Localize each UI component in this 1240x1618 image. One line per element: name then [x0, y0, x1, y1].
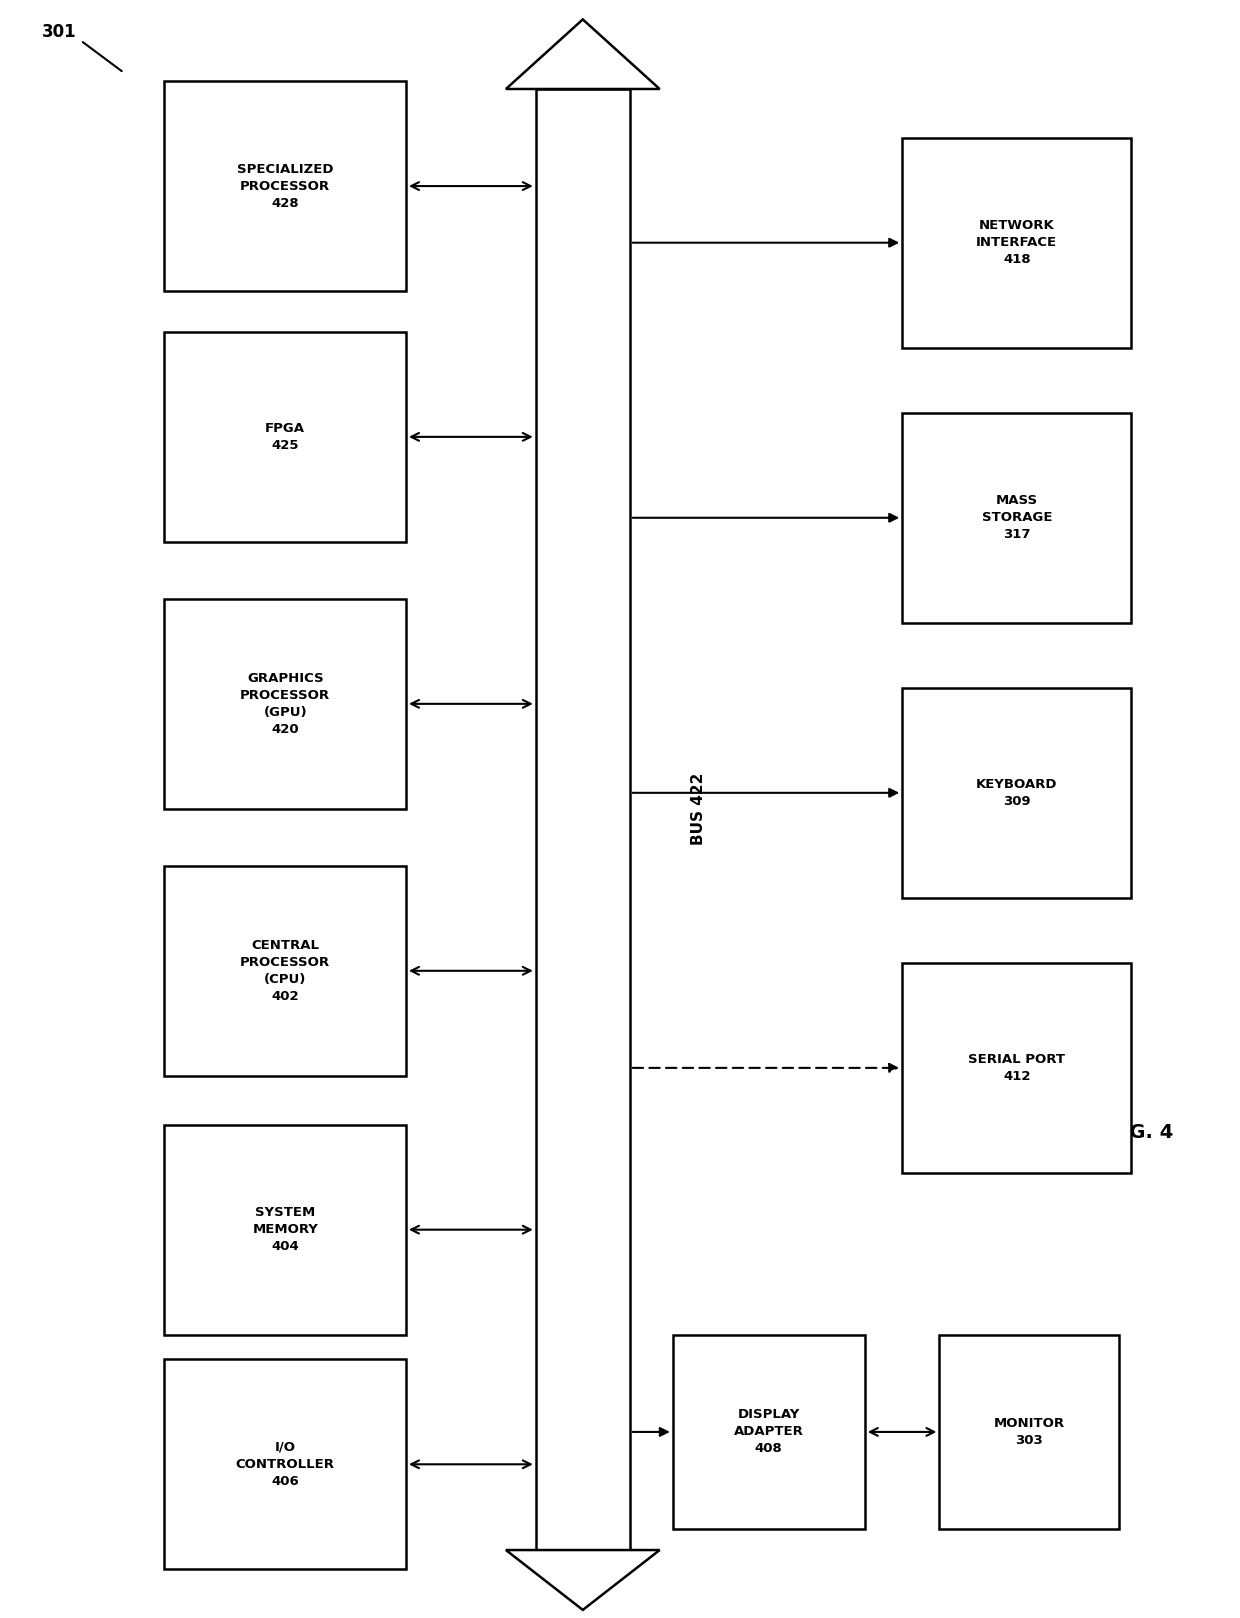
- Bar: [901, 688, 1131, 898]
- Polygon shape: [506, 1550, 660, 1610]
- Text: NETWORK
INTERFACE
418: NETWORK INTERFACE 418: [976, 218, 1058, 267]
- Bar: [164, 1125, 407, 1335]
- Text: DISPLAY
ADAPTER
408: DISPLAY ADAPTER 408: [734, 1408, 804, 1456]
- Text: I/O
CONTROLLER
406: I/O CONTROLLER 406: [236, 1440, 335, 1489]
- Bar: [901, 413, 1131, 623]
- Text: GRAPHICS
PROCESSOR
(GPU)
420: GRAPHICS PROCESSOR (GPU) 420: [241, 671, 330, 736]
- Text: CENTRAL
PROCESSOR
(CPU)
402: CENTRAL PROCESSOR (CPU) 402: [241, 938, 330, 1003]
- Bar: [901, 963, 1131, 1173]
- Bar: [164, 1359, 407, 1569]
- Bar: [164, 81, 407, 291]
- Polygon shape: [506, 19, 660, 89]
- Bar: [940, 1335, 1118, 1529]
- Bar: [672, 1335, 866, 1529]
- Text: SERIAL PORT
412: SERIAL PORT 412: [968, 1053, 1065, 1082]
- Text: FIG. 4: FIG. 4: [1109, 1123, 1173, 1142]
- Text: SPECIALIZED
PROCESSOR
428: SPECIALIZED PROCESSOR 428: [237, 162, 334, 210]
- Text: KEYBOARD
309: KEYBOARD 309: [976, 778, 1058, 807]
- Bar: [164, 866, 407, 1076]
- Bar: [901, 138, 1131, 348]
- Text: MASS
STORAGE
317: MASS STORAGE 317: [982, 493, 1052, 542]
- Text: BUS 422: BUS 422: [691, 773, 706, 845]
- Text: 301: 301: [42, 23, 77, 42]
- Bar: [164, 332, 407, 542]
- Text: MONITOR
303: MONITOR 303: [993, 1417, 1065, 1446]
- Text: SYSTEM
MEMORY
404: SYSTEM MEMORY 404: [252, 1205, 319, 1254]
- Text: FPGA
425: FPGA 425: [265, 422, 305, 451]
- Bar: [536, 89, 630, 1550]
- Bar: [164, 599, 407, 809]
